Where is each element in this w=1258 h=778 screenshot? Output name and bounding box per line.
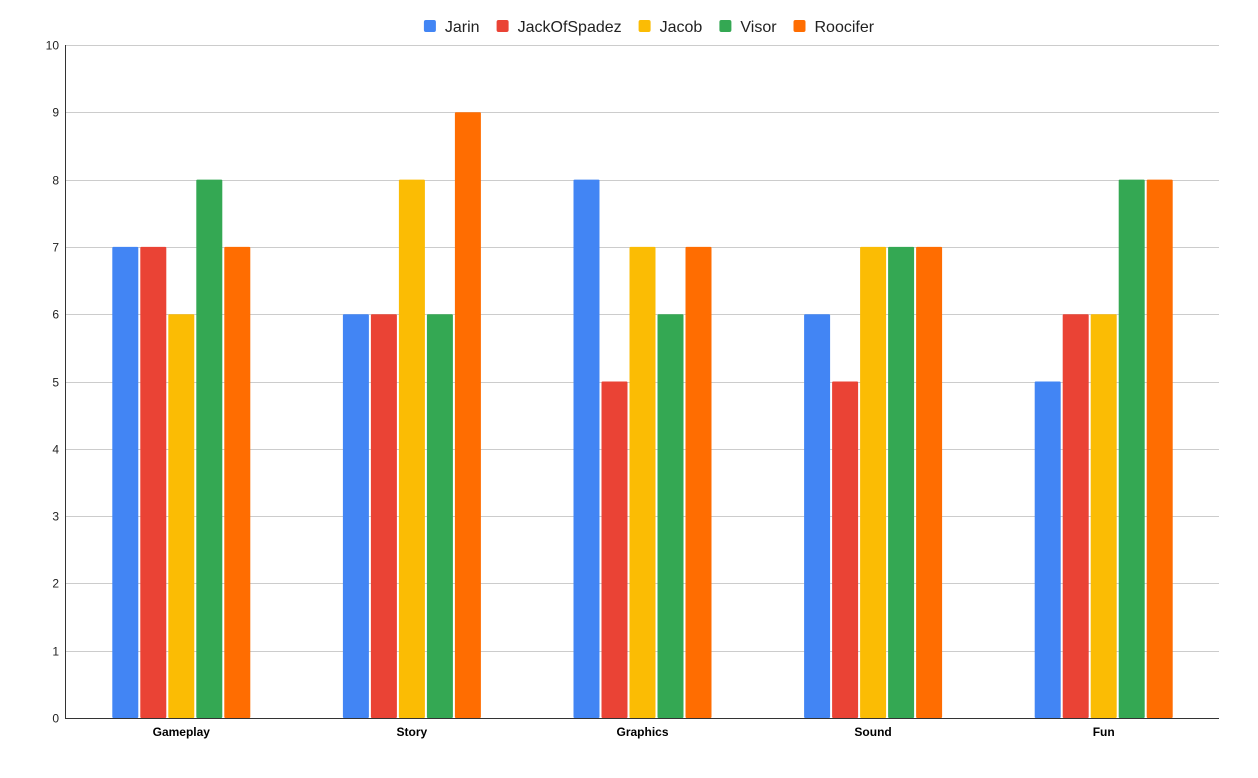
bar-fun-jarin [1034, 381, 1061, 718]
y-tick-label: 9 [52, 106, 59, 120]
bar-gameplay-jacob [168, 314, 195, 718]
legend-swatch-visor [719, 20, 732, 32]
x-category-label: Graphics [616, 725, 668, 739]
bar-story-jarin [342, 314, 369, 718]
bar-sound-jackofspadez [832, 381, 859, 718]
bar-gameplay-roocifer [224, 246, 251, 718]
y-tick-label: 3 [52, 510, 59, 524]
legend-swatch-jackofspadez [496, 20, 509, 32]
bar-fun-jackofspadez [1062, 314, 1089, 718]
bar-graphics-jarin [573, 179, 600, 719]
y-tick-label: 1 [52, 645, 59, 659]
y-tick-label: 6 [52, 308, 59, 322]
legend-swatch-jacob [638, 20, 651, 32]
bar-gameplay-jarin [112, 246, 139, 718]
y-axis-ticks: 0 1 2 3 4 5 6 7 8 9 10 [46, 39, 60, 726]
bar-story-jacob [398, 179, 425, 719]
legend-swatch-roocifer [793, 20, 806, 32]
y-tick-label: 7 [52, 241, 59, 255]
bar-fun-visor [1118, 179, 1145, 719]
y-tick-label: 5 [52, 376, 59, 390]
x-category-label: Story [397, 725, 428, 739]
bar-graphics-roocifer [685, 246, 712, 718]
x-axis-categories: Gameplay Story Graphics Sound Fun [153, 725, 1115, 739]
y-tick-label: 8 [52, 174, 59, 188]
legend-label-visor: Visor [740, 19, 777, 36]
bar-graphics-jackofspadez [601, 381, 628, 718]
bar-sound-visor [888, 246, 915, 718]
y-tick-label: 10 [46, 39, 60, 53]
y-tick-label: 2 [52, 577, 59, 591]
bar-graphics-jacob [629, 246, 656, 718]
legend-label-jacob: Jacob [660, 19, 703, 36]
bar-fun-jacob [1090, 314, 1117, 718]
bar-graphics-visor [657, 314, 684, 718]
legend-label-roocifer: Roocifer [815, 19, 875, 36]
legend: Jarin JackOfSpadez Jacob Visor Roocifer [423, 19, 875, 36]
x-category-label: Sound [854, 725, 891, 739]
bar-sound-roocifer [916, 246, 943, 718]
bar-story-roocifer [454, 112, 481, 719]
x-category-label: Gameplay [153, 725, 211, 739]
legend-label-jackofspadez: JackOfSpadez [518, 19, 622, 36]
bar-gameplay-visor [196, 179, 223, 719]
y-tick-label: 0 [52, 712, 59, 726]
bar-story-jackofspadez [370, 314, 397, 718]
bar-sound-jacob [860, 246, 887, 718]
x-category-label: Fun [1093, 725, 1115, 739]
bar-fun-roocifer [1146, 179, 1173, 719]
y-tick-label: 4 [52, 443, 59, 457]
bar-story-visor [426, 314, 453, 718]
legend-swatch-jarin [423, 20, 436, 32]
bars [112, 112, 1173, 719]
legend-label-jarin: Jarin [445, 19, 480, 36]
bar-sound-jarin [804, 314, 831, 718]
bar-gameplay-jackofspadez [140, 246, 167, 718]
